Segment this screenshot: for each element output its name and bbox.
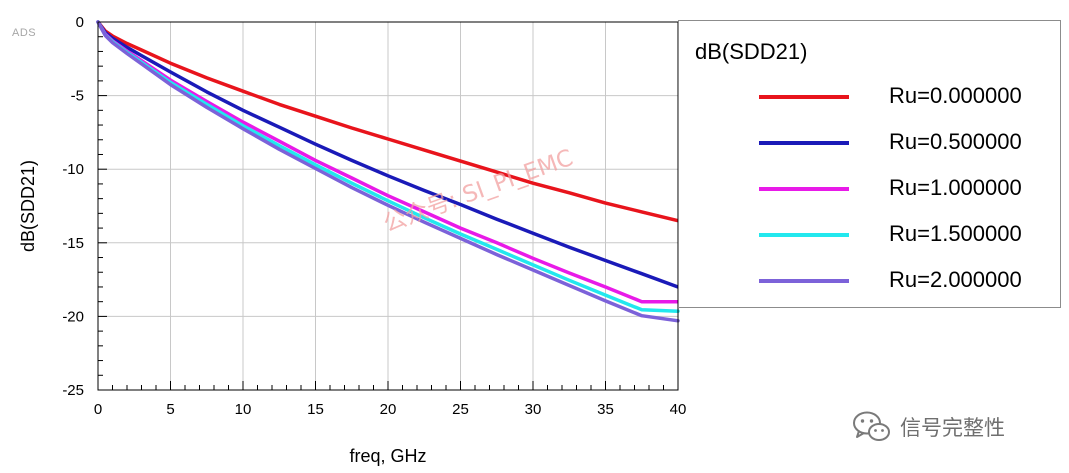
y-tick-label: -15 [62, 235, 84, 252]
legend-title: dB(SDD21) [695, 39, 808, 64]
legend-item: Ru=2.000000 [679, 266, 1060, 296]
footer-brand-text: 信号完整性 [900, 416, 1005, 440]
y-tick-label: -25 [62, 382, 84, 399]
y-tick-label: -20 [62, 308, 84, 325]
x-tick-label: 20 [380, 401, 397, 418]
overlay-watermark: 公众号: SI_PI_EMC [380, 145, 576, 238]
x-tick-label: 35 [597, 401, 614, 418]
legend-item: Ru=1.500000 [679, 220, 1060, 250]
legend-swatch [759, 141, 849, 145]
series-layer [96, 20, 680, 323]
legend-swatch [759, 95, 849, 99]
x-tick-label: 10 [235, 401, 252, 418]
legend-item: Ru=1.000000 [679, 174, 1060, 204]
series-line-ru-0 [96, 20, 680, 223]
legend-item: Ru=0.000000 [679, 82, 1060, 112]
y-tick-label: -10 [62, 161, 84, 178]
x-tick-labels: 0 5 10 15 20 25 30 35 40 [94, 401, 687, 418]
ads-app-tag: ADS [12, 27, 37, 39]
y-axis-label: dB(SDD21) [18, 160, 38, 252]
x-tick-label: 30 [525, 401, 542, 418]
legend-label: Ru=2.000000 [889, 267, 1022, 292]
legend-swatch [759, 233, 849, 237]
y-tick-labels: 0 -5 -10 -15 -20 -25 [62, 14, 84, 399]
y-tick-label: -5 [71, 88, 84, 105]
footer-brand: 信号完整性 [852, 410, 1005, 444]
legend-label: Ru=0.000000 [889, 83, 1022, 108]
chart-legend: dB(SDD21) Ru=0.000000 Ru=0.500000 Ru=1.000… [678, 20, 1061, 308]
series-line-ru-4 [96, 20, 680, 323]
wechat-icon [853, 411, 890, 441]
legend-swatch [759, 187, 849, 191]
x-axis-label: freq, GHz [349, 446, 426, 466]
x-tick-label: 5 [166, 401, 174, 418]
x-tick-label: 15 [307, 401, 324, 418]
x-tick-label: 25 [452, 401, 469, 418]
y-tick-label: 0 [76, 14, 84, 31]
legend-label: Ru=1.500000 [889, 221, 1022, 246]
legend-item: Ru=0.500000 [679, 128, 1060, 158]
legend-label: Ru=1.000000 [889, 175, 1022, 200]
legend-swatch [759, 279, 849, 283]
x-tick-label: 40 [670, 401, 687, 418]
x-tick-label: 0 [94, 401, 102, 418]
series-line-ru-1 [96, 20, 680, 289]
legend-label: Ru=0.500000 [889, 129, 1022, 154]
